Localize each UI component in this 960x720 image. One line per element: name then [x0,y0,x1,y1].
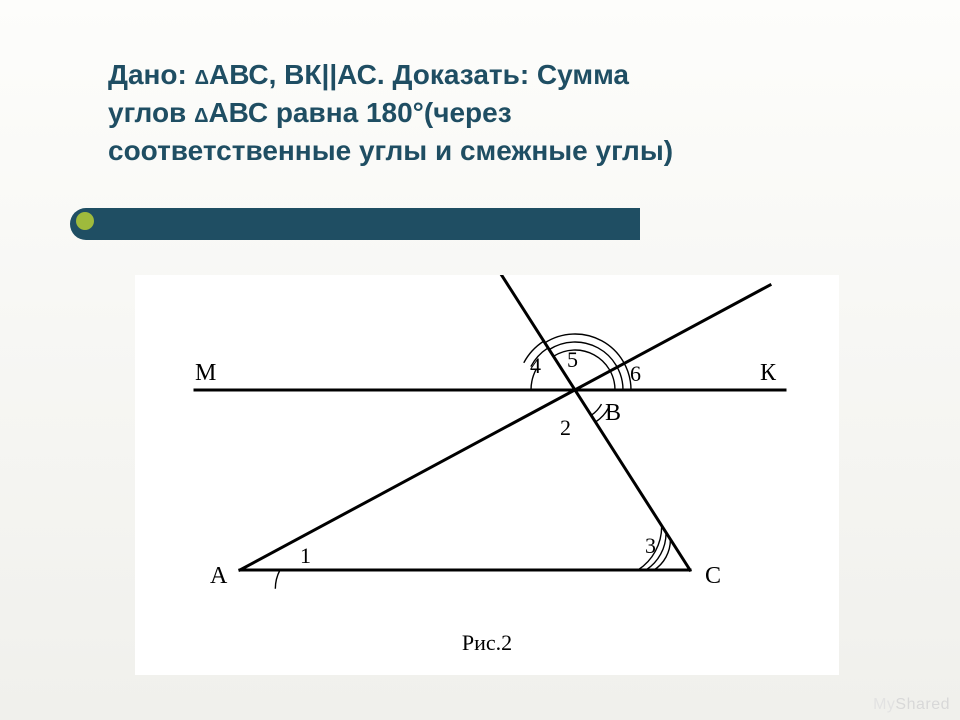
svg-text:5: 5 [567,347,578,372]
title-bullet [76,212,94,230]
svg-text:К: К [760,360,777,386]
title-line1-mid: АВС, ВК||АС [209,59,377,90]
svg-text:1: 1 [300,543,311,568]
title-line1-suffix: . Доказать: Сумма [377,59,629,90]
slide-title: Дано: ΔАВС, ВК||АС. Доказать: Сумма угло… [108,56,848,169]
svg-text:3: 3 [645,533,656,558]
delta-2: Δ [194,105,208,127]
title-line2-prefix: углов [108,97,194,128]
geometry-figure: A C B М К 1 2 3 4 5 6 Рис.2 [135,275,839,675]
svg-text:М: М [195,360,216,386]
svg-text:B: B [605,400,621,426]
watermark: MyShared [873,696,950,714]
svg-text:6: 6 [630,361,641,386]
watermark-my: My [873,696,895,713]
title-underline-bar [70,208,640,240]
delta-1: Δ [195,67,209,89]
watermark-shared: Shared [895,696,950,713]
svg-text:A: A [210,563,228,589]
title-line1-prefix: Дано: [108,59,195,90]
title-line3: соответственные углы и смежные углы) [108,135,673,166]
title-line2-mid: АВС равна 180°(через [208,97,511,128]
svg-text:Рис.2: Рис.2 [462,630,512,655]
svg-text:C: C [705,563,721,589]
svg-text:2: 2 [560,415,571,440]
svg-text:4: 4 [530,353,541,378]
